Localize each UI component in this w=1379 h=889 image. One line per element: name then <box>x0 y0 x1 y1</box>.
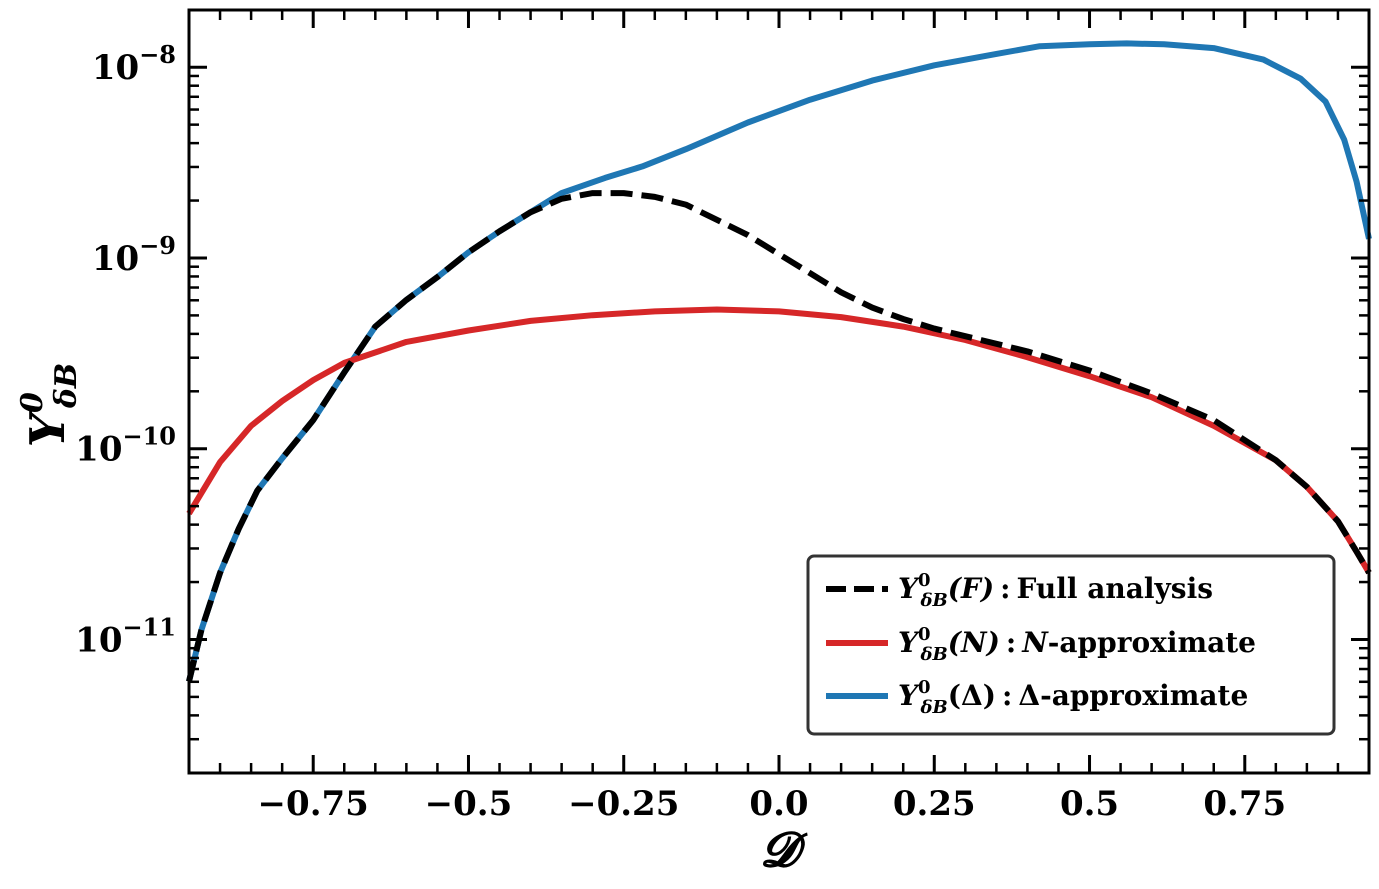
ticks-layer <box>187 10 1371 775</box>
y-tick-label: 10−11 <box>75 612 176 660</box>
x-tick-label: −0.75 <box>258 784 369 824</box>
legend: Y0 δB(F): Full analysis Y0 δB(N): N-approxim… <box>806 554 1336 736</box>
legend-label-n-approximate: Y0 δB(N): N-approximate <box>898 624 1256 665</box>
series-layer <box>186 40 1372 683</box>
y-tick-label: 10−8 <box>92 40 176 88</box>
legend-box <box>806 554 1336 736</box>
series-line-n-approximate <box>186 306 1372 575</box>
y-axis-title-base: Y <box>20 408 76 447</box>
x-tick-label: 0.5 <box>1060 784 1119 824</box>
x-tick-label: −0.5 <box>425 784 513 824</box>
x-tick-labels: −0.75 −0.5 −0.25 0.0 0.25 0.5 0.75 <box>258 784 1287 824</box>
x-axis-title: 𝓓 <box>761 822 809 878</box>
y-tick-label: 10−9 <box>92 231 176 279</box>
x-tick-label: −0.25 <box>568 784 679 824</box>
y-axis-title-sub: δB <box>49 363 84 409</box>
y-tick-label: 10−10 <box>75 422 176 470</box>
legend-label-full-analysis: Y0 δB(F): Full analysis <box>898 570 1213 611</box>
y-axis-title-sup: 0 <box>15 392 50 413</box>
x-tick-label: 0.75 <box>1203 784 1286 824</box>
x-tick-label: 0.25 <box>893 784 976 824</box>
plot-frame <box>187 8 1371 775</box>
y-axis-title: Y0δB <box>15 363 84 448</box>
series-line-full-analysis <box>186 190 1372 683</box>
y-tick-labels: 10−8 10−9 10−10 10−11 <box>75 40 176 660</box>
y-axis-title-text: Y0δB <box>15 363 84 448</box>
x-tick-label: 0.0 <box>749 784 808 824</box>
legend-label-delta-approximate: Y0 δB(Δ): Δ-approximate <box>898 677 1248 718</box>
